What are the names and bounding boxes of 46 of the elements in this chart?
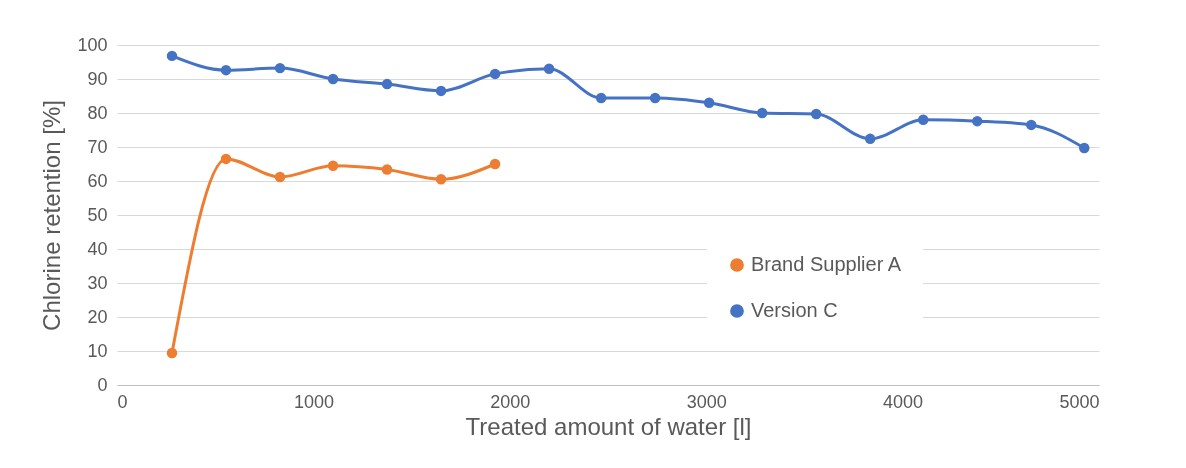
point (327, 73, 339, 85)
y-tick-label: 50 (87, 204, 108, 225)
point (595, 92, 607, 104)
y-tick-label: 60 (87, 170, 108, 191)
point (435, 85, 447, 97)
point (166, 347, 178, 359)
point (327, 160, 339, 171)
point (381, 78, 393, 90)
x-tick-label: 2000 (490, 391, 531, 412)
point (917, 114, 929, 126)
y-tick-label: 100 (77, 34, 108, 55)
x-tick-label: 1000 (293, 391, 334, 412)
y-tick-label: 80 (87, 102, 108, 123)
point (756, 107, 768, 119)
point (1079, 142, 1090, 154)
x-tick-label: 3000 (686, 391, 727, 412)
x-tick-label: 5000 (1059, 391, 1100, 412)
point (703, 97, 715, 109)
point (220, 64, 232, 76)
point (810, 108, 822, 120)
x-tick-label: 0 (117, 391, 128, 412)
point (971, 115, 983, 127)
y-tick-label: 70 (87, 136, 108, 157)
point (274, 171, 286, 183)
y-tick-label: 30 (87, 272, 108, 293)
y-tick-label: 40 (87, 238, 108, 259)
y-tick-label: 90 (87, 68, 108, 89)
point (543, 63, 555, 75)
point (489, 68, 501, 80)
point (166, 50, 178, 62)
point (649, 92, 661, 104)
y-axis-title: Chlorine retention [%] (38, 100, 66, 331)
y-tick-label: 0 (97, 374, 108, 395)
point (1026, 119, 1037, 131)
point (864, 133, 876, 145)
point (274, 62, 286, 74)
point (489, 158, 501, 170)
point (435, 174, 447, 185)
point (220, 153, 232, 165)
y-tick-label: 20 (87, 306, 108, 327)
x-axis-title: Treated amount of water [l] (465, 412, 752, 440)
point (381, 164, 393, 175)
legend-label: Version C (751, 299, 838, 321)
x-tick-label: 4000 (883, 391, 924, 412)
legend-label: Brand Supplier A (751, 253, 902, 275)
y-tick-label: 10 (87, 340, 108, 361)
